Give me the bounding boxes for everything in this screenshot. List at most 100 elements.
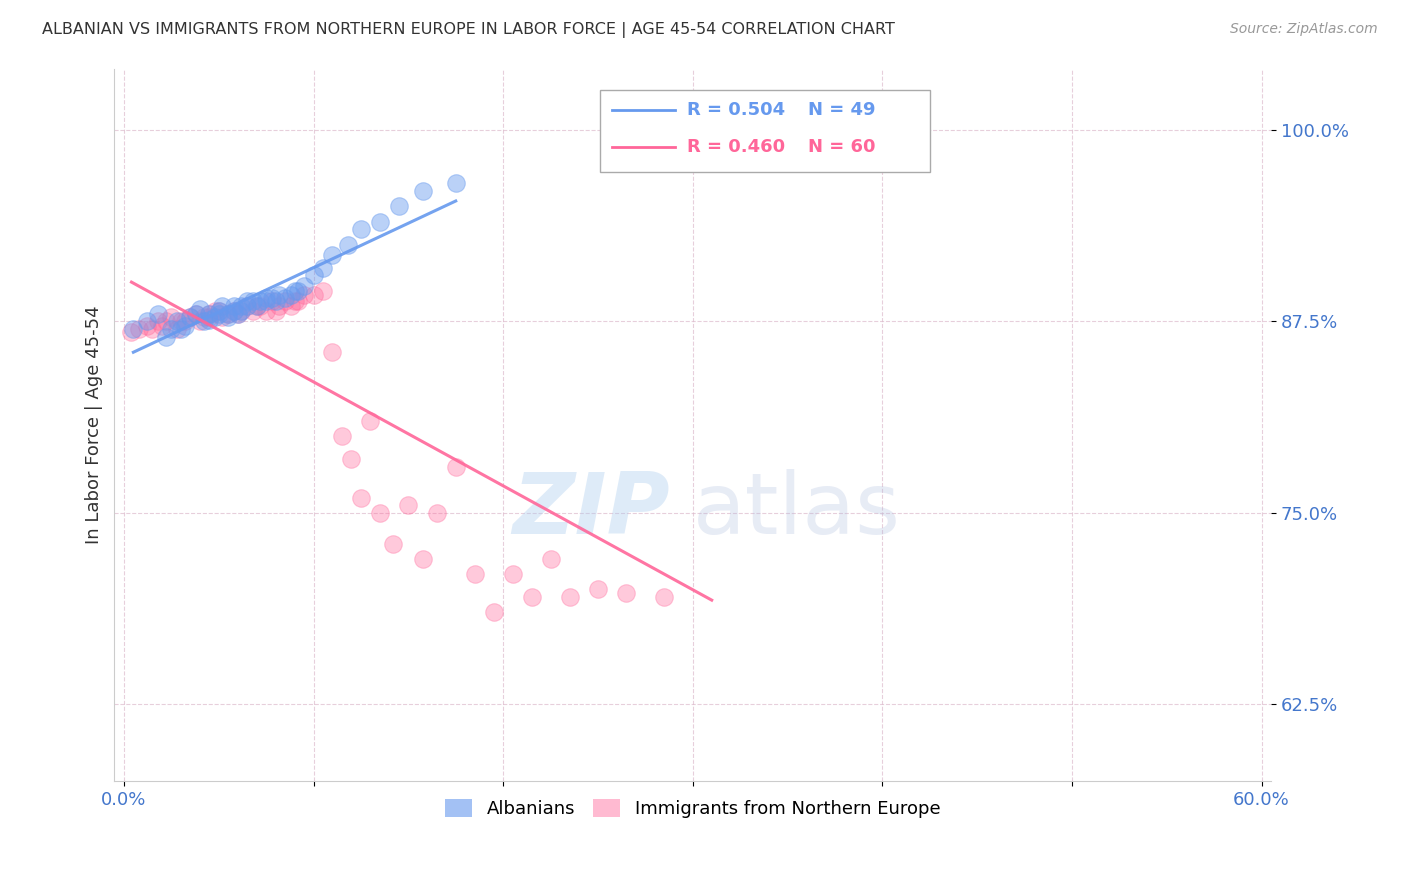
Point — [135, 314, 157, 328]
Point — [150, 318, 173, 333]
Point — [146, 314, 169, 328]
Point — [217, 307, 239, 321]
Point — [155, 314, 177, 328]
Text: ALBANIAN VS IMMIGRANTS FROM NORTHERN EUROPE IN LABOR FORCE | AGE 45-54 CORRELATI: ALBANIAN VS IMMIGRANTS FROM NORTHERN EUR… — [42, 22, 896, 38]
Point — [231, 299, 253, 313]
Point — [280, 299, 302, 313]
Point — [426, 506, 449, 520]
Point — [254, 294, 277, 309]
Point — [166, 314, 188, 328]
Point — [231, 303, 253, 318]
Point — [330, 429, 353, 443]
Point — [198, 313, 221, 327]
Point — [222, 299, 245, 313]
Point — [160, 310, 183, 324]
Point — [211, 299, 233, 313]
Point — [302, 268, 325, 283]
Point — [264, 303, 287, 318]
Point — [184, 307, 207, 321]
Text: N = 49: N = 49 — [808, 101, 876, 119]
Point — [260, 291, 283, 305]
Point — [586, 582, 609, 597]
Point — [128, 322, 150, 336]
Point — [321, 345, 343, 359]
Point — [146, 307, 169, 321]
Point — [160, 322, 183, 336]
Point — [254, 291, 277, 305]
Text: ZIP: ZIP — [512, 469, 669, 552]
Point — [231, 303, 253, 318]
Point — [188, 301, 211, 316]
Point — [464, 567, 486, 582]
Point — [198, 310, 221, 324]
Point — [287, 284, 309, 298]
Point — [1035, 213, 1052, 224]
Point — [359, 414, 381, 428]
Point — [312, 260, 335, 275]
Point — [122, 322, 145, 336]
Point — [217, 310, 239, 324]
Point — [222, 303, 245, 318]
Point — [242, 294, 264, 309]
Point — [141, 322, 163, 336]
Point — [264, 294, 287, 309]
Point — [198, 307, 221, 321]
Point — [1035, 293, 1052, 303]
Point — [280, 288, 302, 302]
Point — [540, 551, 562, 566]
Text: Source: ZipAtlas.com: Source: ZipAtlas.com — [1230, 22, 1378, 37]
Point — [520, 590, 543, 604]
Point — [246, 299, 269, 313]
Point — [204, 303, 226, 318]
Point — [249, 294, 271, 309]
Point — [340, 452, 363, 467]
Point — [482, 606, 505, 620]
Point — [188, 314, 211, 328]
Point — [283, 284, 305, 298]
Point — [193, 314, 215, 328]
Point — [193, 310, 215, 324]
Point — [396, 498, 419, 512]
Point — [368, 215, 391, 229]
Point — [254, 303, 277, 318]
Point — [616, 585, 638, 599]
Point — [368, 506, 391, 520]
Point — [283, 294, 305, 309]
Point — [166, 322, 188, 336]
Point — [388, 199, 411, 213]
Point — [208, 307, 231, 321]
Point — [931, 213, 948, 224]
Point — [269, 288, 291, 302]
Point — [249, 299, 271, 313]
Point — [336, 237, 359, 252]
Point — [269, 299, 291, 313]
Point — [170, 314, 193, 328]
Point — [350, 491, 373, 505]
Point — [287, 294, 309, 309]
Point — [179, 310, 201, 324]
Point — [184, 307, 207, 321]
Point — [274, 294, 297, 309]
Point — [222, 303, 245, 318]
Text: atlas: atlas — [693, 469, 901, 552]
Text: R = 0.504: R = 0.504 — [688, 101, 785, 119]
Point — [179, 310, 201, 324]
Point — [292, 288, 315, 302]
FancyBboxPatch shape — [600, 90, 929, 172]
Point — [226, 307, 249, 321]
Point — [652, 590, 675, 604]
Point — [173, 318, 195, 333]
Point — [204, 310, 226, 324]
Point — [236, 294, 259, 309]
Point — [274, 291, 297, 305]
Point — [211, 310, 233, 324]
Point — [208, 303, 231, 318]
Legend: Albanians, Immigrants from Northern Europe: Albanians, Immigrants from Northern Euro… — [437, 791, 948, 825]
Point — [135, 318, 157, 333]
Point — [382, 536, 405, 550]
Point — [208, 303, 231, 318]
Point — [236, 299, 259, 313]
Point — [292, 279, 315, 293]
Text: R = 0.460: R = 0.460 — [688, 138, 785, 156]
Point — [246, 299, 269, 313]
